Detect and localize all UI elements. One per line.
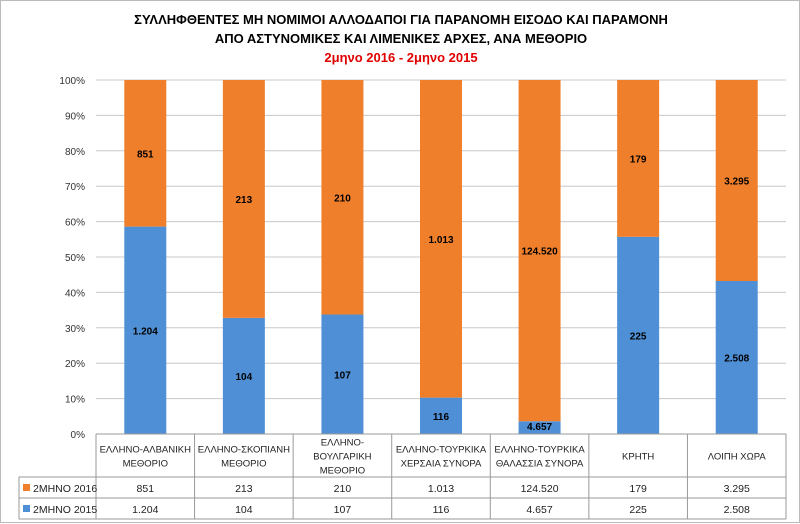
chart-subtitle: ΑΠΟ ΑΣΤΥΝΟΜΙΚΕΣ ΚΑΙ ΛΙΜΕΝΙΚΕΣ ΑΡΧΕΣ, ΑΝΑ… <box>214 31 588 46</box>
y-tick-label: 20% <box>65 359 85 370</box>
y-tick-label: 90% <box>65 111 85 122</box>
data-label-2015: 1.204 <box>133 326 158 337</box>
bar-2016 <box>222 80 265 318</box>
bar-2015 <box>124 226 167 434</box>
category-label: ΕΛΛΗΝΟ-ΤΟΥΡΚΙΚΑ <box>396 445 487 456</box>
chart-period: 2μηνο 2016 - 2μηνο 2015 <box>324 50 478 65</box>
category-label: ΧΕΡΣΑΙΑ ΣΥΝΟΡΑ <box>401 459 482 470</box>
category-label: ΜΕΘΟΡΙΟ <box>320 466 365 477</box>
table-cell-2016: 179 <box>629 483 647 495</box>
data-label-2016: 210 <box>334 193 351 204</box>
bar-2015 <box>420 397 462 434</box>
table-cell-2015: 1.204 <box>132 504 158 516</box>
bar-2016 <box>617 80 660 237</box>
data-label-2016: 124.520 <box>521 247 558 258</box>
bar-2016 <box>321 80 364 315</box>
legend-label: 2ΜΗΝΟ 2015 <box>33 504 97 516</box>
y-tick-label: 80% <box>65 147 85 158</box>
y-tick-label: 60% <box>65 218 85 229</box>
bar-2015 <box>715 281 758 434</box>
data-label-2016: 1.013 <box>428 235 453 246</box>
data-label-2015: 4.657 <box>527 422 552 433</box>
y-tick-label: 40% <box>65 288 85 299</box>
category-label: ΒΟΥΛΓΑΡΙΚΗ <box>313 452 371 463</box>
category-label: ΚΡΗΤΗ <box>622 452 654 463</box>
table-cell-2016: 210 <box>334 483 352 495</box>
data-label-2015: 2.508 <box>724 354 749 365</box>
category-label: ΕΛΛΗΝΟ-ΤΟΥΡΚΙΚΑ <box>494 445 585 456</box>
data-label-2015: 225 <box>630 331 647 342</box>
table-cell-2015: 107 <box>334 504 352 516</box>
data-label-2016: 179 <box>630 154 647 165</box>
table-cell-2015: 225 <box>629 504 647 516</box>
bar-2016 <box>124 80 167 227</box>
table-cell-2015: 4.657 <box>526 504 552 516</box>
data-label-2016: 213 <box>236 195 253 206</box>
bar-2016 <box>420 80 462 398</box>
table-cell-2016: 3.295 <box>724 483 750 495</box>
y-tick-label: 50% <box>65 253 85 264</box>
bar-2015 <box>617 236 660 434</box>
category-label: ΛΟΙΠΗ ΧΩΡΑ <box>708 452 767 463</box>
category-label: ΕΛΛΗΝΟ- <box>321 438 364 449</box>
bar-2015 <box>518 421 561 434</box>
table-cell-2015: 2.508 <box>724 504 750 516</box>
bar-2016 <box>518 80 561 422</box>
legend-swatch <box>23 484 30 491</box>
data-label-2015: 107 <box>334 370 351 381</box>
category-label: ΕΛΛΗΝΟ-ΣΚΟΠΙΑΝΗ <box>198 445 290 456</box>
table-cell-2015: 116 <box>433 504 450 516</box>
category-label: ΜΕΘΟΡΙΟ <box>221 459 266 470</box>
data-label-2015: 104 <box>236 372 253 383</box>
table-cell-2016: 1.013 <box>428 483 454 495</box>
bar-2015 <box>222 317 265 434</box>
legend-swatch <box>23 505 30 512</box>
category-label: ΕΛΛΗΝΟ-ΑΛΒΑΝΙΚΗ <box>100 445 191 456</box>
table-cell-2016: 124.520 <box>521 483 559 495</box>
data-label-2016: 3.295 <box>724 177 749 188</box>
category-label: ΘΑΛΑΣΣΙΑ ΣΥΝΟΡΑ <box>496 459 584 470</box>
y-tick-label: 0% <box>71 430 86 441</box>
y-tick-label: 30% <box>65 324 85 335</box>
data-label-2016: 851 <box>137 149 154 160</box>
category-label: ΜΕΘΟΡΙΟ <box>123 459 168 470</box>
bar-2015 <box>321 314 364 434</box>
table-cell-2016: 213 <box>235 483 253 495</box>
table-cell-2016: 851 <box>137 483 155 495</box>
chart-title: ΣΥΛΛΗΦΘΕΝΤΕΣ ΜΗ ΝΟΜΙΜΟΙ ΑΛΛΟΔΑΠΟΙ ΓΙΑ ΠΑ… <box>134 12 668 27</box>
legend-label: 2ΜΗΝΟ 2016 <box>33 483 97 495</box>
y-tick-label: 100% <box>59 76 85 87</box>
bar-2016 <box>715 80 758 282</box>
table-cell-2015: 104 <box>235 504 253 516</box>
y-tick-label: 70% <box>65 182 85 193</box>
y-tick-label: 10% <box>65 395 85 406</box>
data-label-2015: 116 <box>433 412 450 423</box>
